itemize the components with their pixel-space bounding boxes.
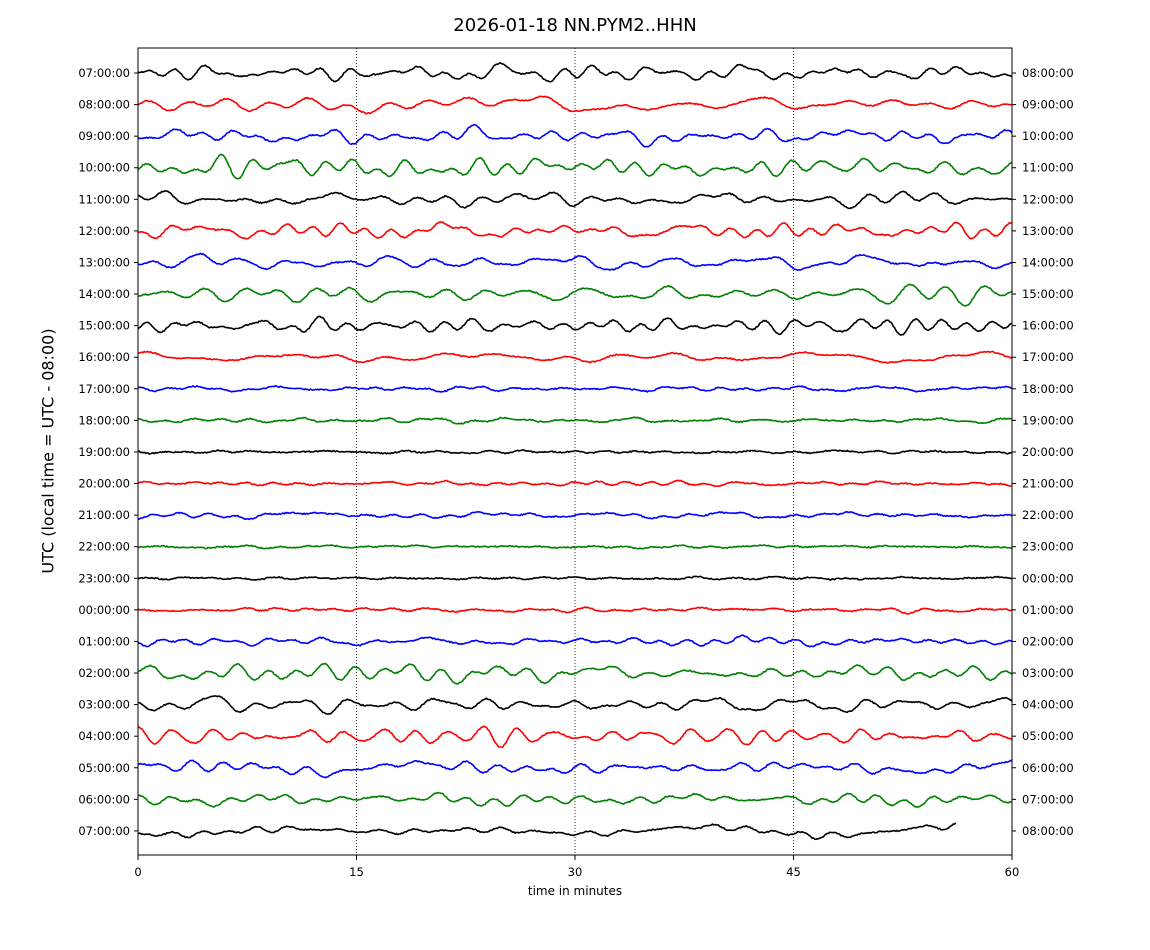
trace-19: [137, 662, 1013, 685]
right-tick-label-1: 09:00:00: [1022, 98, 1074, 112]
trace-3: [137, 153, 1013, 180]
left-tick-label-11: 18:00:00: [78, 413, 130, 427]
left-tick-label-14: 21:00:00: [78, 508, 130, 522]
left-tick-label-18: 01:00:00: [78, 634, 130, 648]
x-tick-label-2: 30: [568, 865, 583, 879]
trace-21: [137, 725, 1013, 749]
trace-12: [137, 448, 1013, 455]
trace-5: [137, 221, 1013, 240]
left-tick-label-10: 17:00:00: [78, 382, 130, 396]
left-tick-label-24: 07:00:00: [78, 824, 130, 838]
right-tick-label-4: 12:00:00: [1022, 192, 1074, 206]
right-tick-label-24: 08:00:00: [1022, 824, 1074, 838]
left-tick-label-9: 16:00:00: [78, 350, 130, 364]
right-tick-label-12: 20:00:00: [1022, 445, 1074, 459]
right-tick-label-21: 05:00:00: [1022, 729, 1074, 743]
trace-10: [137, 384, 1013, 393]
x-tick-label-3: 45: [786, 865, 801, 879]
x-tick-label-4: 60: [1005, 865, 1020, 879]
right-tick-label-8: 16:00:00: [1022, 319, 1074, 333]
traces: [137, 61, 1013, 841]
right-tick-label-16: 00:00:00: [1022, 571, 1074, 585]
left-tick-labels: 07:00:00 08:00:00 09:00:00 10:00:00 11:00:00…: [78, 66, 138, 838]
left-tick-label-4: 11:00:00: [78, 192, 130, 206]
right-tick-label-5: 13:00:00: [1022, 224, 1074, 238]
left-tick-label-15: 22:00:00: [78, 540, 130, 554]
right-tick-label-2: 10:00:00: [1022, 129, 1074, 143]
right-tick-label-18: 02:00:00: [1022, 634, 1074, 648]
left-tick-label-1: 08:00:00: [78, 98, 130, 112]
right-tick-label-7: 15:00:00: [1022, 287, 1074, 301]
trace-24: [137, 822, 957, 841]
right-tick-label-13: 21:00:00: [1022, 477, 1074, 491]
trace-9: [137, 350, 1013, 364]
right-tick-label-22: 06:00:00: [1022, 761, 1074, 775]
trace-22: [137, 759, 1013, 779]
trace-2: [137, 123, 1013, 148]
right-tick-label-9: 17:00:00: [1022, 350, 1074, 364]
trace-1: [137, 95, 1013, 115]
trace-16: [137, 575, 1013, 581]
left-tick-label-2: 09:00:00: [78, 129, 130, 143]
chart-title: 2026-01-18 NN.PYM2..HHN: [453, 15, 697, 36]
x-axis-label: time in minutes: [527, 884, 623, 898]
left-tick-label-12: 19:00:00: [78, 445, 130, 459]
left-tick-label-3: 10:00:00: [78, 161, 130, 175]
left-tick-label-21: 04:00:00: [78, 729, 130, 743]
left-tick-label-17: 00:00:00: [78, 603, 130, 617]
left-tick-label-7: 14:00:00: [78, 287, 130, 301]
right-tick-label-6: 14:00:00: [1022, 255, 1074, 269]
left-tick-label-8: 15:00:00: [78, 319, 130, 333]
left-tick-label-19: 02:00:00: [78, 666, 130, 680]
left-tick-label-0: 07:00:00: [78, 66, 130, 80]
trace-4: [137, 189, 1013, 210]
trace-13: [137, 479, 1012, 488]
right-tick-label-10: 18:00:00: [1022, 382, 1074, 396]
trace-23: [137, 791, 1013, 808]
trace-15: [138, 544, 1013, 550]
trace-6: [137, 252, 1013, 272]
x-tick-labels: 0 15 30 45 60: [134, 855, 1019, 879]
right-tick-label-15: 23:00:00: [1022, 540, 1074, 554]
right-tick-label-14: 22:00:00: [1022, 508, 1074, 522]
trace-17: [137, 606, 1013, 615]
x-tick-label-1: 15: [349, 865, 364, 879]
right-tick-labels: 08:00:00 09:00:00 10:00:00 11:00:00 12:00:00…: [1012, 66, 1074, 838]
trace-18: [137, 634, 1013, 648]
right-tick-label-19: 03:00:00: [1022, 666, 1074, 680]
left-tick-label-13: 20:00:00: [78, 477, 130, 491]
trace-20: [137, 695, 1013, 715]
right-tick-label-3: 11:00:00: [1022, 161, 1074, 175]
trace-0: [137, 61, 1013, 83]
left-tick-label-20: 03:00:00: [78, 698, 130, 712]
right-tick-label-0: 08:00:00: [1022, 66, 1074, 80]
left-tick-label-22: 05:00:00: [78, 761, 130, 775]
trace-8: [137, 315, 1013, 336]
left-tick-label-5: 12:00:00: [78, 224, 130, 238]
right-tick-label-11: 19:00:00: [1022, 413, 1074, 427]
left-tick-label-23: 06:00:00: [78, 792, 130, 806]
right-tick-label-23: 07:00:00: [1022, 792, 1074, 806]
right-tick-label-20: 04:00:00: [1022, 698, 1074, 712]
gridlines: [356, 48, 794, 855]
left-tick-label-6: 13:00:00: [78, 255, 130, 269]
right-tick-label-17: 01:00:00: [1022, 603, 1074, 617]
left-tick-label-16: 23:00:00: [78, 571, 130, 585]
trace-14: [137, 510, 1012, 521]
x-tick-label-0: 0: [134, 865, 141, 879]
trace-11: [137, 416, 1013, 425]
trace-7: [137, 283, 1013, 307]
